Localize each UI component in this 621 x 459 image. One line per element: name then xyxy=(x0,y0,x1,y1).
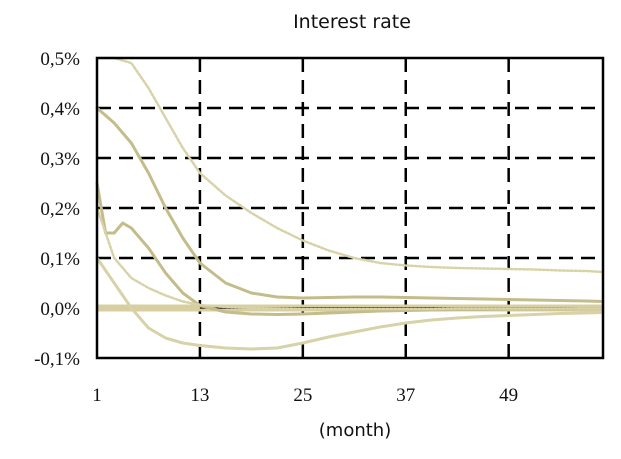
x-tick-label: 37 xyxy=(396,385,415,406)
y-tick-label: 0,3% xyxy=(40,149,80,170)
y-tick-label: 0,5% xyxy=(40,49,80,70)
x-tick-label: 13 xyxy=(190,385,209,406)
y-tick-label: -0,1% xyxy=(34,349,80,370)
y-tick-label: 0,1% xyxy=(40,249,80,270)
plot-frame xyxy=(95,56,605,360)
series-line-lower-inner xyxy=(95,206,605,311)
x-tick-label: 1 xyxy=(92,385,102,406)
y-tick-label: 0,4% xyxy=(40,99,80,120)
x-tick-label: 49 xyxy=(499,385,518,406)
x-axis-label: (month) xyxy=(319,420,391,441)
x-tick-labels: 1 13 25 37 49 xyxy=(92,385,518,406)
plot-border xyxy=(95,56,605,360)
x-tick-label: 25 xyxy=(293,385,312,406)
series-line-lower-outer xyxy=(95,256,605,351)
chart-title: Interest rate xyxy=(293,11,411,33)
series-line-upper-outer xyxy=(95,56,605,274)
series-line-upper-inner xyxy=(95,106,605,303)
y-tick-label: 0,0% xyxy=(40,299,80,320)
series-line-median xyxy=(95,181,605,316)
y-tick-label: 0,2% xyxy=(40,199,80,220)
y-tick-labels: -0,1% 0,0% 0,1% 0,2% 0,3% 0,4% 0,5% xyxy=(34,49,80,370)
series-layer xyxy=(95,56,605,351)
